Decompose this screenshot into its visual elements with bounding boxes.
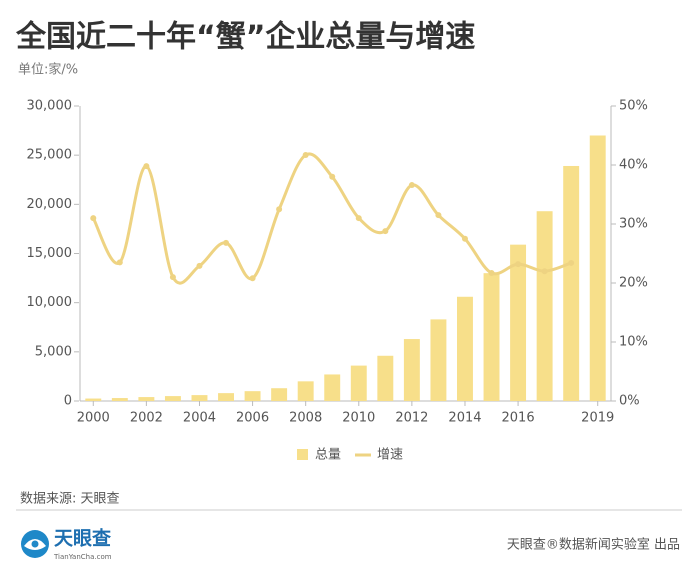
x-tick-label: 2014 [448,411,481,426]
y-tick-label: 25,000 [27,148,73,163]
legend-swatch [297,449,308,460]
logo-url: TianYanCha.com [53,553,112,561]
line-point [276,206,283,213]
bar [589,135,606,401]
line-point [143,163,150,170]
x-tick-label: 2004 [183,411,216,426]
x-tick-label: 2012 [395,411,428,426]
bar [218,393,234,401]
x-tick-label: 2000 [77,411,110,426]
bar [430,319,447,401]
bar [377,355,394,401]
bar [138,397,155,401]
line-point [355,215,362,222]
y2-tick-label: 40% [619,158,648,173]
line-point [435,212,442,219]
bar [536,211,553,401]
line-point [249,275,256,282]
bar [457,296,473,401]
subtitle: 单位:家/% [18,62,78,78]
bar [297,381,314,401]
y2-tick-label: 10% [619,335,648,350]
y-tick-label: 30,000 [27,99,73,114]
credit: 天眼查®数据新闻实验室 出品 [507,537,680,553]
bar [191,395,208,401]
y-tick-label: 0 [64,394,72,409]
line-point [169,274,176,281]
y2-tick-label: 20% [619,276,648,291]
legend-label: 总量 [315,448,341,463]
line [91,152,572,285]
bar [350,365,367,401]
x-tick-label: 2002 [130,411,163,426]
line-point [329,173,336,180]
y2-tick-label: 0% [619,394,640,409]
bar [111,398,128,401]
bar [164,396,181,401]
logo-pupil [31,540,39,548]
line-point [223,239,230,246]
bar [483,273,500,401]
source: 数据来源: 天眼查 [20,492,120,507]
bar [324,374,341,401]
x-tick-label: 2006 [236,411,269,426]
y-tick-label: 15,000 [27,246,73,261]
y2-tick-label: 50% [619,99,648,114]
chart-title: 全国近二十年“蟹”企业总量与增速 [15,20,475,55]
x-tick-label: 2010 [342,411,375,426]
bar [510,244,527,401]
x-tick-label: 2008 [289,411,322,426]
line-point [568,259,575,266]
line-point [408,182,415,189]
line-point [382,228,389,235]
line-point [515,261,522,268]
bar [244,391,261,401]
y-tick-label: 10,000 [27,295,73,310]
y-tick-label: 5,000 [35,344,72,359]
line-point [541,268,548,275]
x-tick-label: 2019 [581,411,614,426]
y-tick-label: 20,000 [27,197,73,212]
logo-name: 天眼查 [54,527,112,550]
line-point [196,262,203,269]
y2-tick-label: 30% [619,217,648,232]
line-point [461,235,468,242]
line-point [90,215,97,222]
bar [403,339,420,401]
bar [271,388,288,401]
bar [563,165,580,401]
x-tick-label: 2016 [502,411,535,426]
line-point [488,269,495,276]
legend-label: 增速 [377,448,403,463]
line-point [116,259,123,266]
bar [85,398,102,401]
line-point [302,151,309,158]
